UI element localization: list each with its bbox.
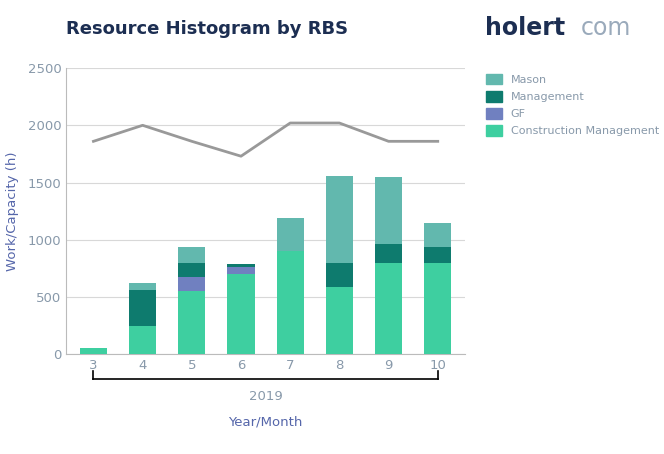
Bar <box>326 262 353 286</box>
Bar <box>326 176 353 262</box>
Bar <box>424 262 452 354</box>
Legend: Mason, Management, GF, Construction Management: Mason, Management, GF, Construction Mana… <box>486 74 659 137</box>
Bar <box>228 264 254 267</box>
Bar <box>129 326 156 354</box>
Bar <box>129 282 156 290</box>
Text: com: com <box>581 16 631 40</box>
Bar <box>129 290 156 326</box>
Text: Resource Histogram by RBS: Resource Histogram by RBS <box>66 20 349 39</box>
Y-axis label: Work/Capacity (h): Work/Capacity (h) <box>7 151 19 271</box>
Text: holert: holert <box>485 16 565 40</box>
Bar <box>424 247 452 262</box>
Bar <box>228 267 254 274</box>
Text: 2019: 2019 <box>249 390 282 404</box>
Bar <box>179 262 205 277</box>
Bar <box>326 286 353 354</box>
Bar <box>179 291 205 354</box>
Bar <box>80 348 107 354</box>
Bar <box>179 247 205 262</box>
Bar <box>228 274 254 354</box>
Bar <box>375 244 402 262</box>
Bar <box>375 178 402 244</box>
Bar <box>424 222 452 247</box>
Bar <box>277 218 303 251</box>
Text: Year/Month: Year/Month <box>228 415 303 429</box>
Bar <box>277 251 303 354</box>
Bar <box>375 262 402 354</box>
Bar <box>179 277 205 291</box>
